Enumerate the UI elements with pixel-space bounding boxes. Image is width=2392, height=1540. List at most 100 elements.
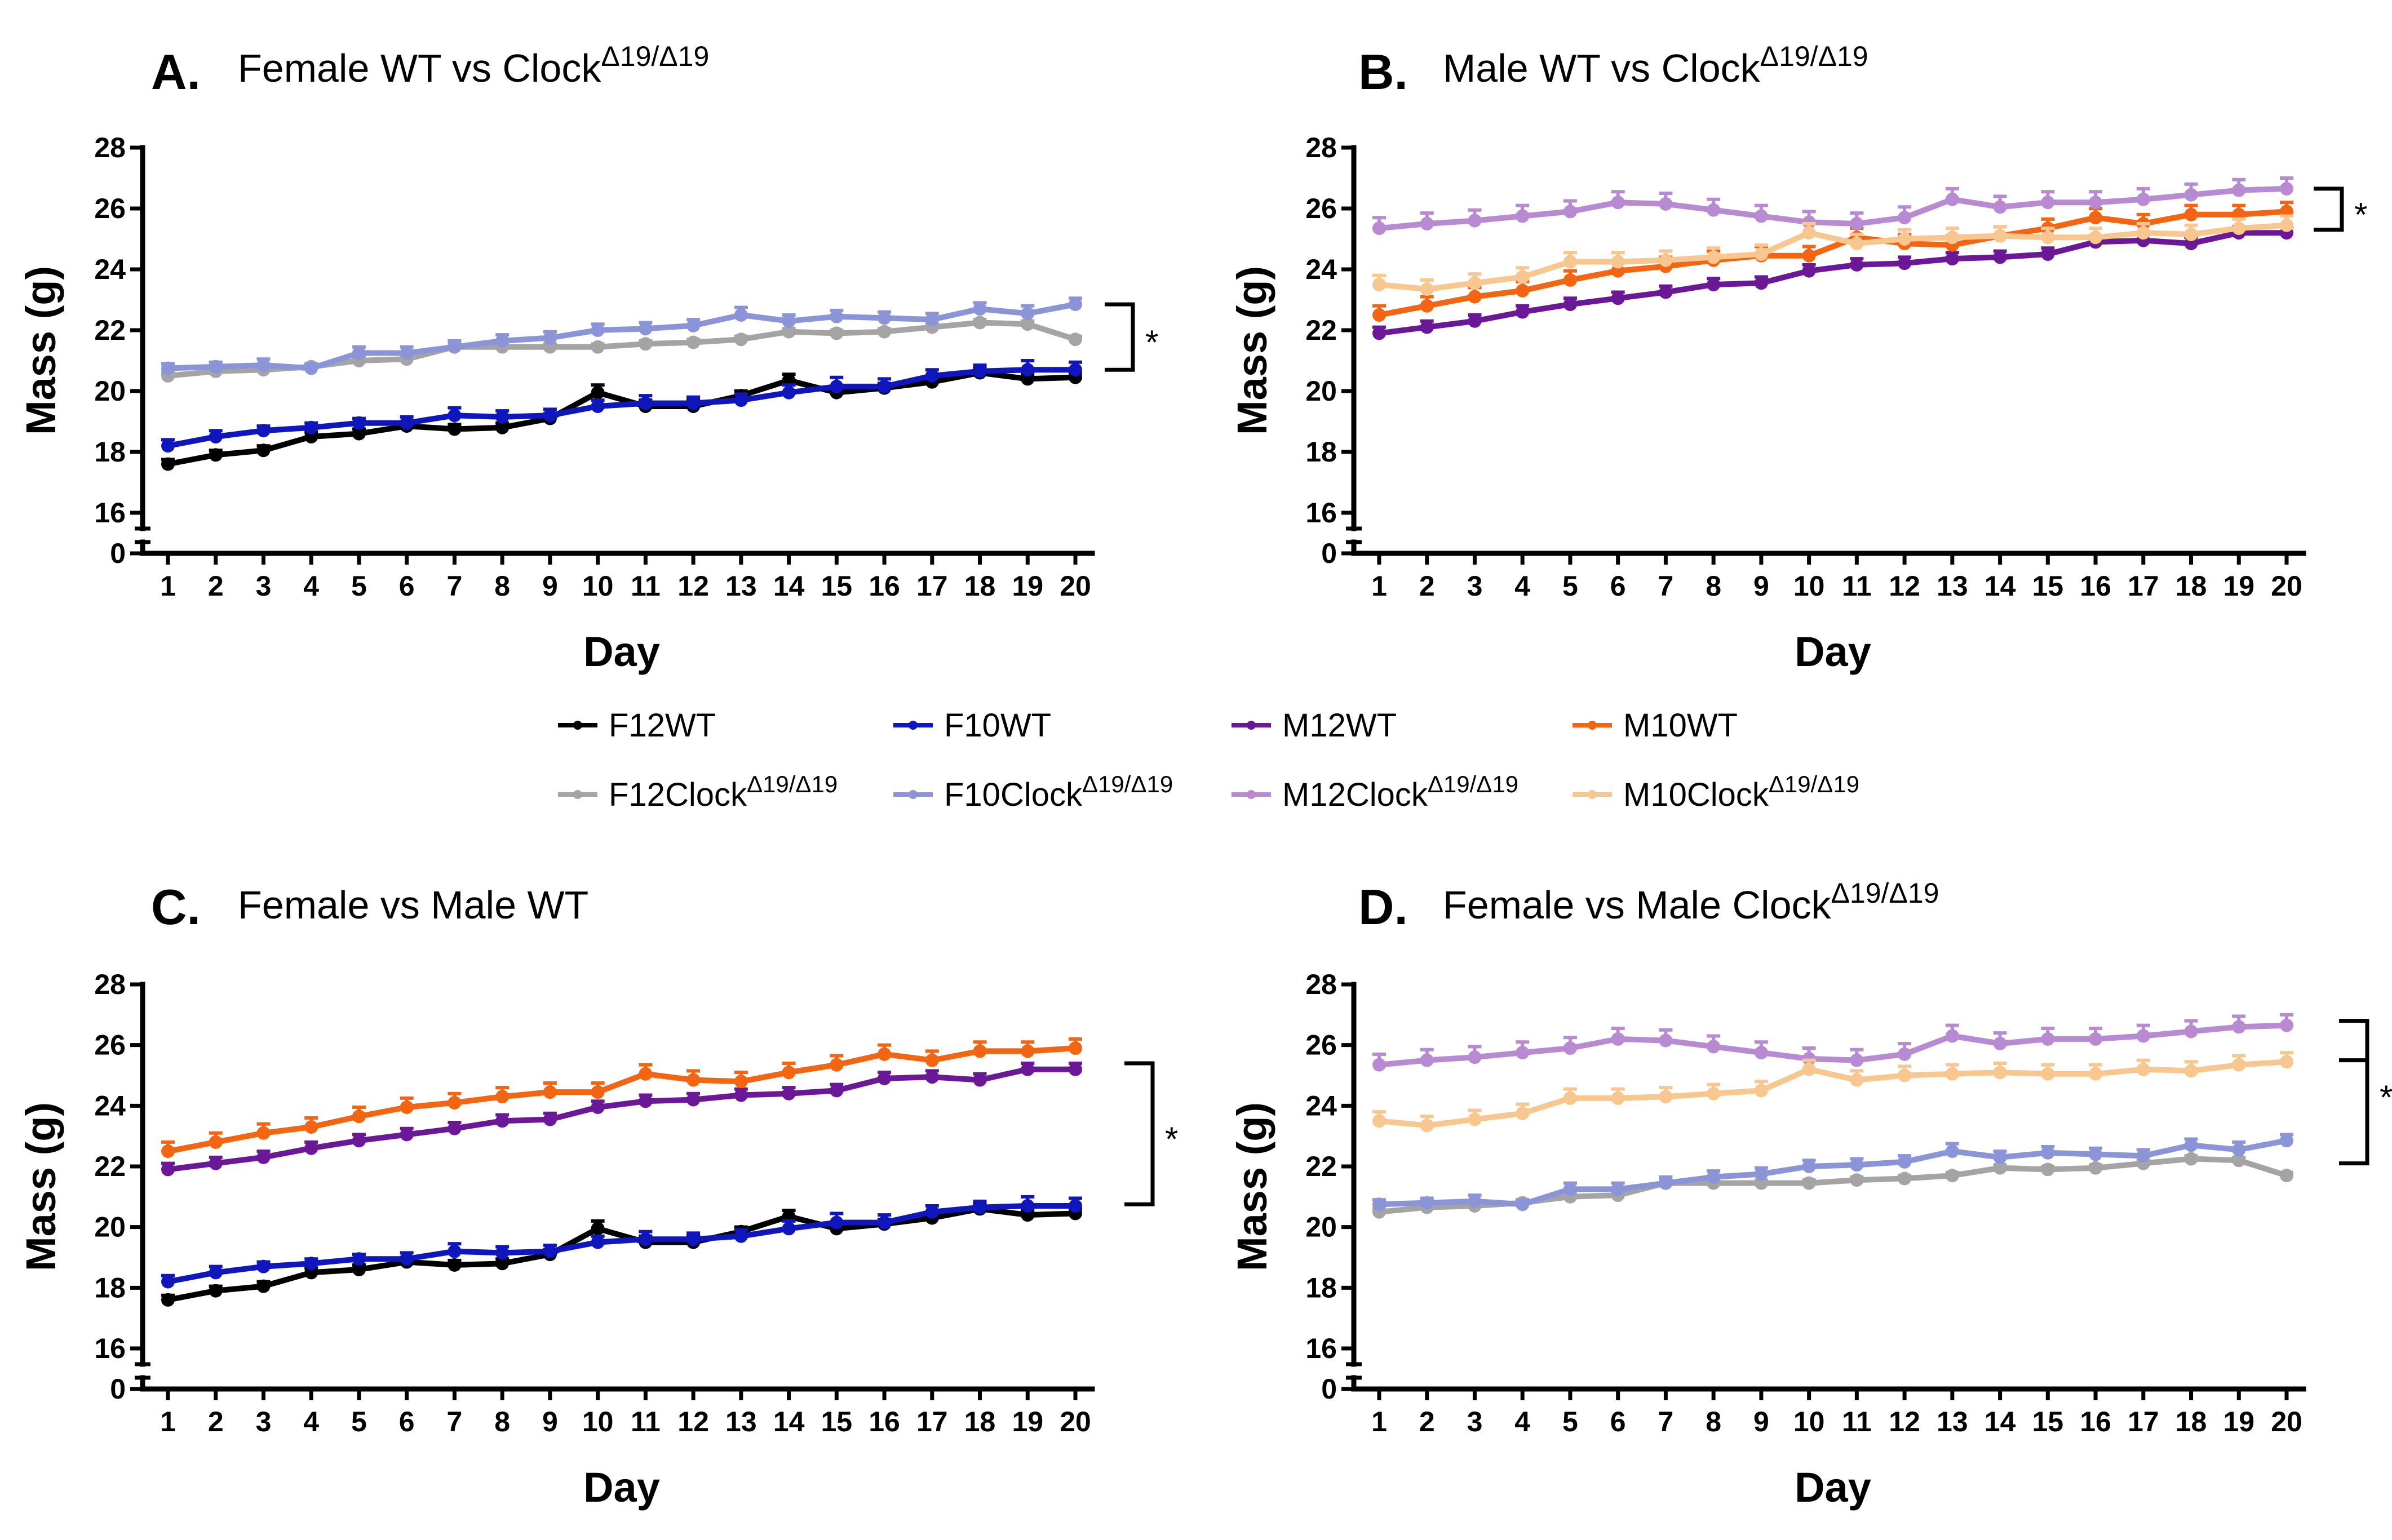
data-point — [1993, 229, 2007, 243]
data-point — [686, 1073, 701, 1087]
data-point — [352, 1263, 366, 1277]
data-point — [878, 311, 892, 325]
data-point — [1659, 285, 1673, 299]
y-tick-label: 20 — [1305, 1211, 1337, 1243]
data-point — [734, 332, 748, 347]
data-point — [1659, 1090, 1673, 1104]
x-tick-label: 14 — [1985, 1406, 2016, 1437]
y-axis-title: Mass (g) — [1229, 266, 1275, 435]
y-tick-label: 20 — [1305, 375, 1337, 407]
x-tick-label: 12 — [1889, 1406, 1920, 1437]
series-m10clock — [1372, 1051, 2293, 1133]
data-point — [591, 1085, 605, 1099]
data-point — [1372, 1114, 1386, 1128]
x-tick-label: 19 — [1012, 570, 1043, 602]
data-point — [1468, 276, 1482, 290]
data-point — [830, 326, 844, 340]
data-point — [830, 1084, 844, 1098]
data-point — [2280, 1134, 2293, 1148]
x-tick-label: 18 — [964, 570, 996, 602]
data-point — [686, 396, 701, 410]
x-tick-label: 13 — [725, 1406, 757, 1437]
data-point — [1707, 203, 1721, 217]
x-tick-label: 3 — [1467, 570, 1483, 602]
data-point — [448, 1258, 462, 1272]
x-tick-label: 13 — [1937, 570, 1968, 602]
panel-letter: D. — [1358, 879, 1408, 935]
significance-star: * — [2354, 196, 2367, 233]
data-point — [1993, 1036, 2007, 1050]
legend-entry-m10clock: M10ClockΔ19/Δ19 — [1572, 771, 1859, 813]
data-point — [878, 379, 892, 393]
legend-entry-f12wt: F12WT — [558, 707, 716, 744]
data-point — [1659, 1033, 1673, 1048]
series-line — [1379, 222, 2287, 292]
x-tick-label: 15 — [821, 1406, 853, 1437]
y-tick-label: 24 — [94, 254, 126, 285]
data-point — [2136, 192, 2150, 206]
data-point — [1802, 248, 1816, 263]
panel-title-superscript: Δ19/Δ19 — [601, 41, 709, 72]
x-tick-label: 17 — [916, 1406, 948, 1437]
significance-bracket — [2339, 1019, 2369, 1166]
data-point — [1850, 1073, 1864, 1087]
data-point — [400, 346, 414, 360]
legend-entry-m10wt: M10WT — [1572, 707, 1738, 744]
data-point — [1516, 1046, 1530, 1060]
data-point — [304, 420, 318, 434]
data-point — [448, 422, 462, 436]
x-tick-label: 10 — [582, 570, 614, 602]
data-point — [925, 1070, 939, 1084]
y-axis-title: Mass (g) — [17, 1102, 64, 1271]
legend-label: M12WT — [1282, 707, 1397, 744]
data-point — [1516, 283, 1530, 298]
x-tick-label: 16 — [2080, 1406, 2111, 1437]
data-point — [543, 1085, 557, 1099]
x-tick-label: 12 — [1889, 570, 1920, 602]
y-tick-label: 18 — [1305, 436, 1337, 468]
data-point — [591, 400, 605, 413]
data-point — [639, 1067, 653, 1081]
legend-entry-m12clock: M12ClockΔ19/Δ19 — [1232, 771, 1518, 813]
x-axis-title: Day — [1795, 628, 1871, 675]
y-tick-label: 22 — [94, 314, 126, 346]
data-point — [1420, 217, 1434, 230]
data-point — [161, 1275, 175, 1289]
data-point — [1021, 363, 1035, 377]
x-tick-label: 15 — [821, 570, 853, 602]
data-point — [209, 448, 223, 462]
data-point — [1802, 264, 1816, 278]
legend-label: F12WT — [609, 707, 716, 744]
data-point — [161, 439, 175, 453]
x-tick-label: 17 — [916, 570, 948, 602]
data-point — [973, 316, 987, 330]
data-point — [352, 1252, 366, 1266]
y-axis-title: Mass (g) — [17, 266, 64, 435]
y-tick-label: 26 — [94, 193, 126, 224]
data-point — [448, 1095, 462, 1109]
data-point — [495, 410, 510, 424]
data-point — [161, 1162, 175, 1177]
y-tick-label: 22 — [1305, 1151, 1337, 1182]
legend-label: F10WT — [944, 707, 1051, 744]
data-point — [1993, 250, 2007, 264]
data-point — [1898, 256, 1912, 270]
data-point — [830, 1058, 844, 1072]
data-point — [2232, 1020, 2246, 1034]
data-point — [1563, 205, 1577, 219]
x-tick-label: 18 — [2176, 1406, 2207, 1437]
legend-entry-m12wt: M12WT — [1232, 707, 1397, 744]
data-point — [304, 1120, 318, 1134]
series-line — [167, 367, 1075, 449]
data-point — [2232, 183, 2246, 197]
data-point — [1850, 258, 1864, 272]
series-line — [167, 301, 1076, 371]
series-line — [167, 370, 1076, 467]
x-tick-label: 1 — [160, 570, 176, 602]
legend-swatch-marker — [909, 721, 918, 730]
y-tick-label-zero: 0 — [1321, 538, 1337, 569]
legend-label: M10ClockΔ19/Δ19 — [1623, 771, 1859, 813]
legend-label-superscript: Δ19/Δ19 — [1082, 771, 1173, 797]
panel-a: A. Female WT vs ClockΔ19/Δ191618202224262… — [17, 41, 1158, 675]
